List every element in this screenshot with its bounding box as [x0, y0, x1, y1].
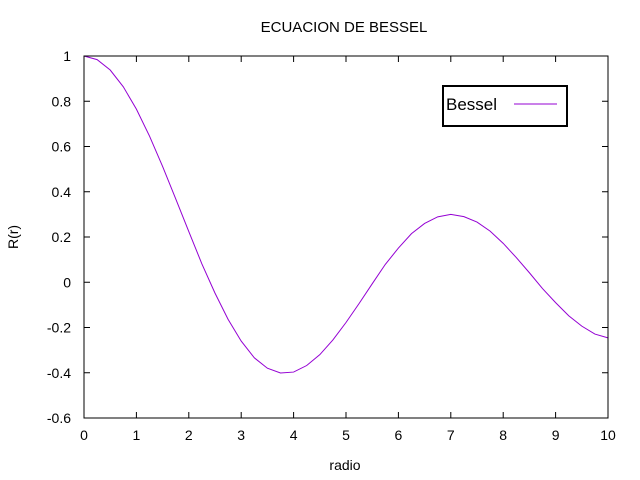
plot-series: [83, 55, 609, 374]
y-tick-label-0: -0.6: [47, 410, 71, 426]
y-tick-label-1: -0.4: [47, 365, 71, 381]
axis-ticks: 0 1 2 3 4 5 6 7 8 9 10 -0.6 -0.4 -0.2 0 0.2 0.4 0.6 0.8 1: [47, 48, 616, 443]
legend: Bessel: [442, 85, 568, 127]
y-tick-label-3: 0: [63, 274, 71, 290]
x-tick-label-8: 8: [499, 427, 507, 443]
series-line-0: [83, 55, 609, 374]
plot-frame: [83, 55, 609, 419]
x-tick-label-0: 0: [80, 427, 88, 443]
x-tick-label-9: 9: [552, 427, 560, 443]
y-tick-label-2: -0.2: [47, 320, 71, 336]
y-tick-label-6: 0.6: [52, 139, 72, 155]
x-tick-label-10: 10: [600, 427, 616, 443]
x-tick-label-6: 6: [395, 427, 403, 443]
chart-title: ECUACION DE BESSEL: [261, 19, 428, 36]
x-tick-label-7: 7: [447, 427, 455, 443]
x-tick-label-4: 4: [290, 427, 298, 443]
y-tick-label-8: 1: [63, 48, 71, 64]
y-tick-label-7: 0.8: [52, 93, 72, 109]
y-tick-label-4: 0.2: [52, 229, 72, 245]
x-tick-label-2: 2: [185, 427, 193, 443]
legend-box: [442, 85, 568, 127]
legend-label-bessel: Bessel: [446, 95, 497, 114]
y-axis-label: R(r): [5, 225, 21, 249]
y-tick-label-5: 0.4: [52, 184, 72, 200]
x-tick-label-3: 3: [237, 427, 245, 443]
x-axis-label: radio: [329, 457, 360, 473]
x-tick-label-5: 5: [342, 427, 350, 443]
x-tick-label-1: 1: [133, 427, 141, 443]
